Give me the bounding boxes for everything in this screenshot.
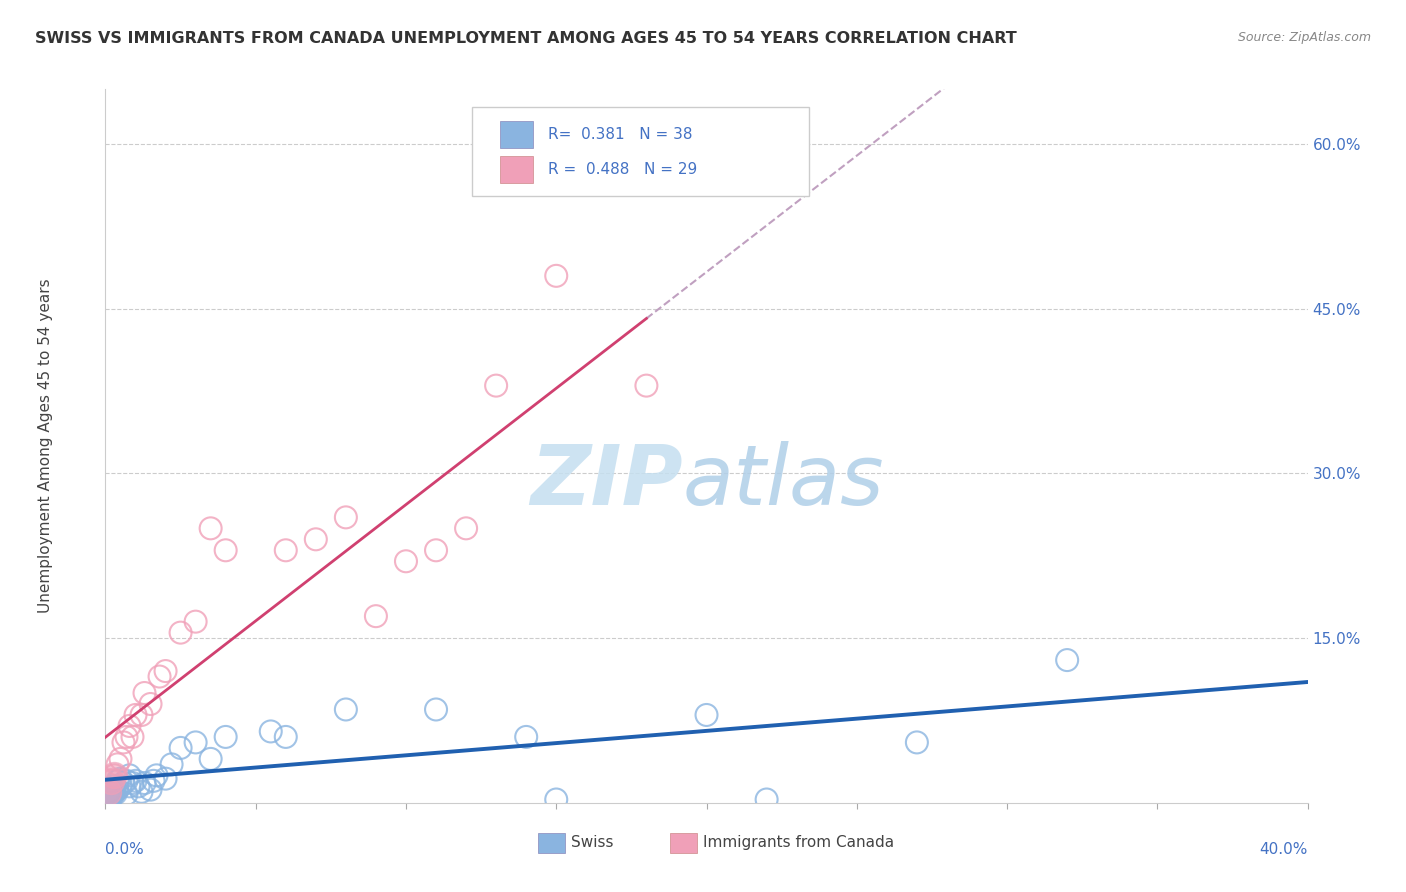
Point [169, 625, 191, 640]
Text: Source: ZipAtlas.com: Source: ZipAtlas.com [1237, 31, 1371, 45]
Point [200, 521, 222, 535]
Point [97, 790, 120, 805]
Point [100, 782, 122, 797]
Point [121, 776, 143, 790]
Point [214, 543, 236, 558]
Text: Swiss: Swiss [571, 835, 613, 850]
Point [905, 735, 928, 749]
Point [696, 708, 718, 723]
Point [145, 768, 167, 782]
Point [160, 757, 183, 772]
Point [131, 708, 153, 723]
Point [103, 780, 125, 794]
Point [115, 787, 138, 801]
Bar [499, 121, 533, 148]
Point [97, 790, 120, 805]
Point [115, 730, 138, 744]
Point [755, 792, 778, 806]
Point [305, 533, 328, 547]
Point [110, 752, 132, 766]
Point [515, 730, 537, 744]
Point [115, 773, 138, 788]
Point [107, 782, 129, 797]
Point [184, 615, 207, 629]
Bar [671, 833, 697, 853]
Point [134, 776, 156, 790]
Point [134, 686, 156, 700]
Point [110, 772, 132, 786]
Point [169, 740, 191, 755]
Bar [499, 155, 533, 183]
Point [260, 724, 283, 739]
Point [425, 702, 447, 716]
Point [546, 268, 568, 283]
Point [103, 785, 125, 799]
Point [139, 782, 162, 797]
Bar [538, 833, 565, 853]
Text: 0.0%: 0.0% [105, 842, 145, 857]
Point [103, 768, 125, 782]
Point [155, 772, 177, 786]
Point [100, 787, 122, 801]
Point [131, 785, 153, 799]
Text: ZIP: ZIP [530, 442, 682, 522]
Point [335, 510, 357, 524]
Point [274, 543, 297, 558]
Point [124, 773, 146, 788]
Point [395, 554, 418, 568]
Point [103, 785, 125, 799]
Text: Unemployment Among Ages 45 to 54 years: Unemployment Among Ages 45 to 54 years [38, 278, 53, 614]
Point [118, 768, 141, 782]
Point [118, 780, 141, 794]
Point [103, 768, 125, 782]
Point [139, 697, 162, 711]
Point [155, 664, 177, 678]
Point [454, 521, 477, 535]
Text: atlas: atlas [682, 442, 884, 522]
Point [425, 543, 447, 558]
Point [100, 782, 122, 797]
Text: R=  0.381   N = 38: R= 0.381 N = 38 [548, 128, 692, 143]
Text: SWISS VS IMMIGRANTS FROM CANADA UNEMPLOYMENT AMONG AGES 45 TO 54 YEARS CORRELATI: SWISS VS IMMIGRANTS FROM CANADA UNEMPLOY… [35, 31, 1017, 46]
Point [274, 730, 297, 744]
Point [118, 719, 141, 733]
Point [121, 730, 143, 744]
Point [546, 792, 568, 806]
Point [200, 752, 222, 766]
Text: R =  0.488   N = 29: R = 0.488 N = 29 [548, 161, 697, 177]
Text: 40.0%: 40.0% [1260, 842, 1308, 857]
Point [112, 776, 135, 790]
Point [107, 773, 129, 788]
Point [128, 780, 150, 794]
Point [184, 735, 207, 749]
Text: Immigrants from Canada: Immigrants from Canada [703, 835, 894, 850]
Point [214, 730, 236, 744]
Point [485, 378, 508, 392]
FancyBboxPatch shape [472, 107, 808, 196]
Point [112, 735, 135, 749]
Point [100, 773, 122, 788]
Point [636, 378, 658, 392]
Point [1056, 653, 1078, 667]
Point [100, 773, 122, 788]
Point [100, 787, 122, 801]
Point [124, 708, 146, 723]
Point [364, 609, 387, 624]
Point [110, 780, 132, 794]
Point [142, 773, 165, 788]
Point [97, 785, 120, 799]
Point [107, 757, 129, 772]
Point [97, 785, 120, 799]
Point [335, 702, 357, 716]
Point [148, 669, 170, 683]
